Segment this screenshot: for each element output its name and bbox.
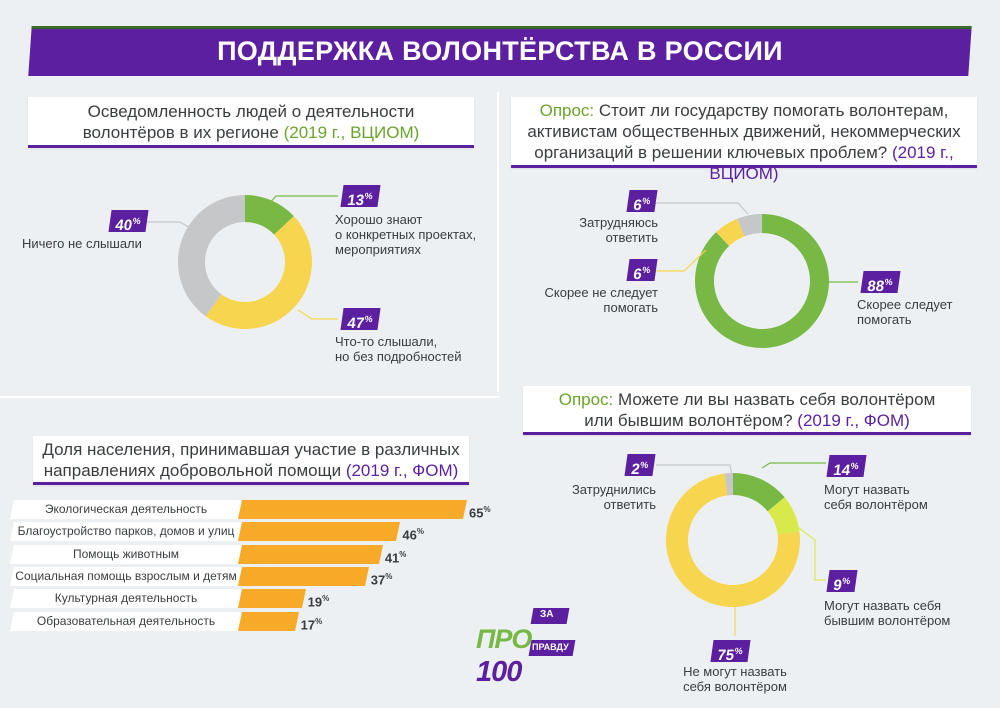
leader-line xyxy=(656,249,707,272)
donut-slice xyxy=(737,214,762,237)
leader-line xyxy=(267,195,338,206)
poll1-label-no: Скорее не следует помогать xyxy=(544,285,659,315)
poll2-header: Опрос: Можете ли вы назвать себя волонтё… xyxy=(523,386,971,435)
bar-category-label: Экологическая деятельность xyxy=(44,502,208,516)
awareness-title-line1: Осведомленность людей о деятельности xyxy=(87,102,415,121)
awareness-source: (2019 г., ВЦИОМ) xyxy=(283,123,420,142)
donut-slice xyxy=(205,216,313,329)
awareness-label-know: Хорошо знают о конкретных проектах, меро… xyxy=(335,212,477,257)
pct-badge: 6% xyxy=(626,190,658,214)
bar-category-label: Культурная деятельность xyxy=(54,591,198,606)
logo: ЗА ПРАВДУ ПРО 100 xyxy=(472,604,582,696)
bar-category-label: Образовательная деятельность xyxy=(36,613,216,628)
logo-pravdu: ПРАВДУ xyxy=(532,642,569,652)
pct-badge: 6% xyxy=(626,259,658,283)
awareness-label-heard: Что-то слышали, но без подробностей xyxy=(335,334,462,364)
awareness-header: Осведомленность людей о деятельности вол… xyxy=(28,97,474,148)
awareness-label-none: Ничего не слышали xyxy=(22,236,142,251)
logo-pro: ПРО xyxy=(476,624,532,654)
poll1-label-yes: Скорее следует помогать xyxy=(857,297,953,327)
leader-line xyxy=(761,462,826,469)
leader-line xyxy=(146,221,191,229)
poll1-line3: организаций в решении ключевых проблем? xyxy=(534,143,888,162)
pct-badge: 13% xyxy=(340,185,381,209)
poll2-label-unsure: Затруднились ответить xyxy=(571,482,656,512)
poll1-line1: Стоит ли государству помогать волонтерам… xyxy=(598,101,949,120)
horizontal-divider xyxy=(0,396,500,398)
poll1-source: (2019 г., ВЦИОМ) xyxy=(709,143,954,183)
donut-slice xyxy=(694,214,829,348)
logo-100: 100 xyxy=(476,656,522,688)
donut-slice xyxy=(177,195,245,317)
bar-category-label: Социальная помощь взрослым и детям xyxy=(15,568,237,583)
pct-badge: 40% xyxy=(108,210,149,234)
participation-source: (2019 г., ФОМ) xyxy=(345,461,459,480)
donut-slice xyxy=(666,473,801,608)
poll2-prefix: Опрос: xyxy=(558,390,614,409)
bar xyxy=(204,500,468,519)
participation-title-line2: направлениях добровольной помощи xyxy=(43,461,342,480)
poll2-source: (2019 г., ФОМ) xyxy=(797,411,910,430)
pct-badge: 47% xyxy=(340,308,381,332)
bar-value-label: 37% xyxy=(370,571,393,588)
poll1-prefix: Опрос: xyxy=(539,101,595,120)
bar-value-label: 19% xyxy=(307,594,330,610)
participation-header: Доля населения, принимавшая участие в ра… xyxy=(33,436,469,485)
poll2-label-yes: Могут назвать себя волонтёром xyxy=(824,482,928,512)
poll1-header: Опрос: Стоит ли государству помогать вол… xyxy=(511,97,977,183)
leader-line xyxy=(297,309,338,320)
pct-badge: 75% xyxy=(710,640,751,664)
page-title: ПОДДЕРЖКА ВОЛОНТЁРСТВА В РОССИИ xyxy=(217,36,783,66)
poll2-label-cannot: Не могут назвать себя волонтёром xyxy=(683,664,787,694)
bar-category-label: Помощь животным xyxy=(72,546,180,561)
bar-value-label: 17% xyxy=(300,616,323,632)
poll1-label-unsure: Затрудняюсь ответить xyxy=(579,215,658,245)
pct-badge: 88% xyxy=(860,271,901,295)
donut-slice xyxy=(245,195,294,235)
vertical-divider xyxy=(497,92,499,392)
leader-line xyxy=(794,524,826,581)
donut-slice xyxy=(767,497,800,535)
bar-category-label: Благоустройство парков, домов и улиц xyxy=(17,524,235,539)
donut-slice xyxy=(733,473,785,512)
poll2-line1: Можете ли вы назвать себя волонтёром xyxy=(618,390,936,409)
leader-line xyxy=(656,202,749,215)
pct-badge: 2% xyxy=(624,454,656,478)
poll2-label-former: Могут назвать себя бывшим волонтёром xyxy=(824,598,951,628)
leader-line xyxy=(656,464,733,477)
participation-title-line1: Доля населения, принимавшая участие в ра… xyxy=(42,440,460,459)
poll2-line2: или бывшим волонтёром? xyxy=(584,411,793,430)
poll1-line2: активистам общественных движений, некомм… xyxy=(527,122,961,141)
pct-badge: 14% xyxy=(826,455,867,479)
bar-value-label: 65% xyxy=(469,505,491,521)
donut-slice xyxy=(716,218,745,247)
awareness-title-line2: волонтёров в их регионе xyxy=(82,123,279,142)
logo-za: ЗА xyxy=(540,609,554,620)
pct-badge: 9% xyxy=(826,570,858,594)
bar-value-label: 46% xyxy=(402,527,424,543)
bar-value-label: 41% xyxy=(384,549,407,565)
donut-slice xyxy=(724,473,733,496)
